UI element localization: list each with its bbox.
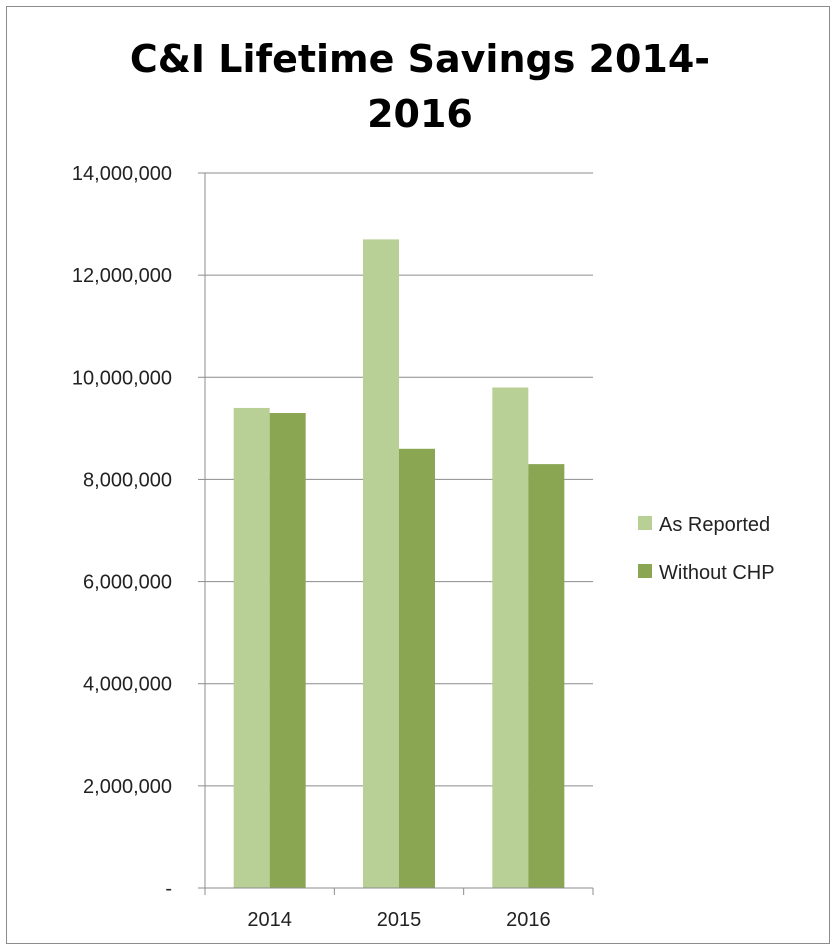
legend-swatch — [638, 564, 652, 578]
bar-without-chp-2014 — [269, 413, 306, 888]
y-tick-label: 2,000,000 — [83, 776, 172, 798]
y-tick-label: 10,000,000 — [72, 367, 172, 389]
bar-as-reported-2014 — [233, 407, 270, 888]
bar-without-chp-2015 — [399, 448, 435, 888]
y-tick-label: 12,000,000 — [72, 265, 172, 287]
bar-as-reported-2016 — [492, 387, 529, 888]
legend-label: Without CHP — [659, 562, 775, 584]
y-tick-label: 6,000,000 — [83, 572, 172, 594]
y-tick-label: 8,000,000 — [83, 469, 172, 491]
x-tick-label: 2014 — [247, 909, 292, 931]
x-tick-label: 2015 — [377, 909, 422, 931]
x-tick-label: 2016 — [506, 909, 551, 931]
chart-title-line-2: 2016 — [367, 92, 473, 136]
y-tick-label: 4,000,000 — [83, 674, 172, 696]
legend-label: As Reported — [659, 514, 770, 536]
bar-without-chp-2016 — [528, 464, 565, 888]
legend-swatch — [638, 516, 652, 530]
y-tick-label: - — [165, 878, 172, 900]
y-tick-label: 14,000,000 — [72, 163, 172, 185]
chart-title-line-1: C&I Lifetime Savings 2014- — [130, 37, 710, 81]
bar-as-reported-2015 — [363, 239, 399, 889]
